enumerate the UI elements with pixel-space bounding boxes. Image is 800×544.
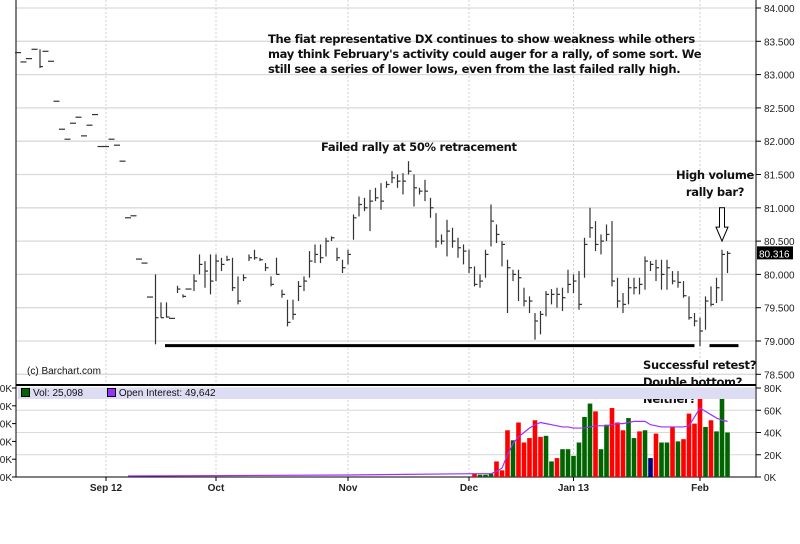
volume-bar: [587, 403, 593, 477]
note-line: may think February's activity could auge…: [268, 47, 702, 61]
open-interest-swatch: [106, 388, 116, 397]
volume-bar: [543, 435, 549, 477]
volume-bar: [719, 393, 725, 477]
oi-tick-label: 50K: [0, 384, 12, 395]
volume-bar: [626, 418, 631, 477]
date-tick-label: Feb: [691, 483, 709, 494]
price-tick-label: 82.000: [764, 137, 795, 148]
price-tick-label: 79.000: [764, 337, 795, 348]
price-tick-label: 81.500: [764, 171, 795, 182]
volume-bar: [477, 474, 483, 477]
volume-tick-label: 0K: [764, 473, 777, 484]
note-line: rally bar?: [685, 185, 745, 199]
price-tick-label: 78.500: [764, 370, 795, 381]
price-tick-label: 83.500: [764, 37, 795, 48]
volume-swatch: [21, 388, 30, 397]
volume-bar: [631, 438, 637, 477]
volume-bar: [609, 408, 615, 477]
volume-bar: [697, 398, 703, 477]
failed-rally-annotation: Failed rally at 50% retracement: [321, 140, 517, 154]
volume-bar: [510, 440, 516, 477]
volume-bar: [527, 438, 532, 477]
volume-bar: [714, 431, 719, 477]
volume-tick-label: 20K: [764, 451, 782, 462]
copyright-label: (c) Barchart.com: [27, 366, 101, 377]
volume-bar: [604, 424, 609, 477]
volume-bar: [708, 420, 714, 477]
volume-bar: [521, 442, 527, 477]
oi-tick-label: 20K: [0, 437, 12, 448]
oi-tick-label: 30K: [0, 420, 12, 431]
volume-bar: [637, 431, 642, 477]
date-tick-label: Dec: [460, 483, 479, 494]
oi-tick-label: 0K: [0, 473, 12, 484]
volume-bar: [549, 461, 554, 477]
volume-bar: [483, 474, 488, 477]
volume-bar: [670, 426, 675, 477]
date-tick-label: Nov: [339, 483, 358, 494]
date-tick-label: Oct: [208, 483, 225, 494]
volume-bar: [494, 461, 499, 477]
volume-bar: [615, 422, 620, 477]
volume-bar: [560, 449, 565, 477]
volume-bar: [554, 458, 560, 477]
volume-bar: [653, 433, 659, 477]
volume-bar: [593, 411, 598, 477]
volume-tick-label: 80K: [764, 384, 782, 395]
volume-bar: [571, 455, 576, 477]
oi-tick-label: 10K: [0, 455, 12, 466]
price-tick-label: 82.500: [764, 104, 795, 115]
date-tick-label: Sep 12: [90, 483, 123, 494]
down-arrow-icon: [715, 207, 729, 243]
note-line: Successful retest?: [643, 358, 757, 372]
note-line: Double bottom?: [643, 375, 743, 389]
legend-open-interest: Open Interest: 49,642: [104, 388, 216, 399]
legend-volume: Vol: 25,098: [18, 388, 83, 399]
volume-bar: [538, 436, 543, 477]
volume-legend: Vol: 25,098 Open Interest: 49,642: [18, 388, 755, 399]
volume-bar: [499, 470, 505, 477]
oi-tick-label: 40K: [0, 402, 12, 413]
note-line: The fiat representative DX continues to …: [268, 32, 695, 46]
volume-bar: [472, 473, 477, 477]
volume-bar: [488, 473, 494, 477]
price-tick-label: 81.000: [764, 204, 795, 215]
price-tick-label: 84.000: [764, 4, 795, 15]
volume-bar: [598, 449, 604, 477]
legend-oi-label: Open Interest: 49,642: [118, 388, 216, 399]
volume-bar: [703, 426, 708, 477]
volume-bar: [582, 416, 587, 477]
volume-bar: [576, 442, 582, 477]
volume-tick-label: 60K: [764, 406, 782, 417]
price-tick-label: 80.500: [764, 237, 795, 248]
volume-bar: [686, 413, 692, 477]
last-price-box: [757, 246, 793, 260]
note-line: High volume: [676, 168, 754, 182]
volume-bar: [565, 449, 571, 477]
price-tick-label: 79.500: [764, 304, 795, 315]
volume-bar: [659, 442, 664, 477]
note-line: still see a series of lower lows, even f…: [268, 62, 681, 76]
legend-volume-label: Vol: 25,098: [33, 388, 84, 399]
volume-bar: [532, 420, 538, 477]
volume-bar: [648, 458, 653, 477]
last-price-label: 80.316: [759, 249, 790, 260]
high-volume-annotation: High volume rally bar?: [676, 168, 754, 200]
volume-bar: [642, 430, 648, 477]
volume-bar: [681, 439, 686, 477]
price-tick-label: 83.000: [764, 71, 795, 82]
open-interest-line: [127, 407, 728, 477]
price-tick-label: 80.000: [764, 270, 795, 281]
retest-annotation: Successful retest? Double bottom? Neithe…: [643, 357, 756, 408]
date-tick-label: Jan 13: [558, 483, 590, 494]
volume-bar: [516, 422, 521, 477]
volume-bar: [620, 430, 626, 477]
volume-bar: [664, 442, 670, 477]
volume-bar: [725, 432, 730, 477]
main-note-annotation: The fiat representative DX continues to …: [268, 32, 702, 77]
volume-bar: [692, 423, 697, 477]
volume-tick-label: 40K: [764, 429, 782, 440]
volume-bar: [675, 441, 681, 477]
